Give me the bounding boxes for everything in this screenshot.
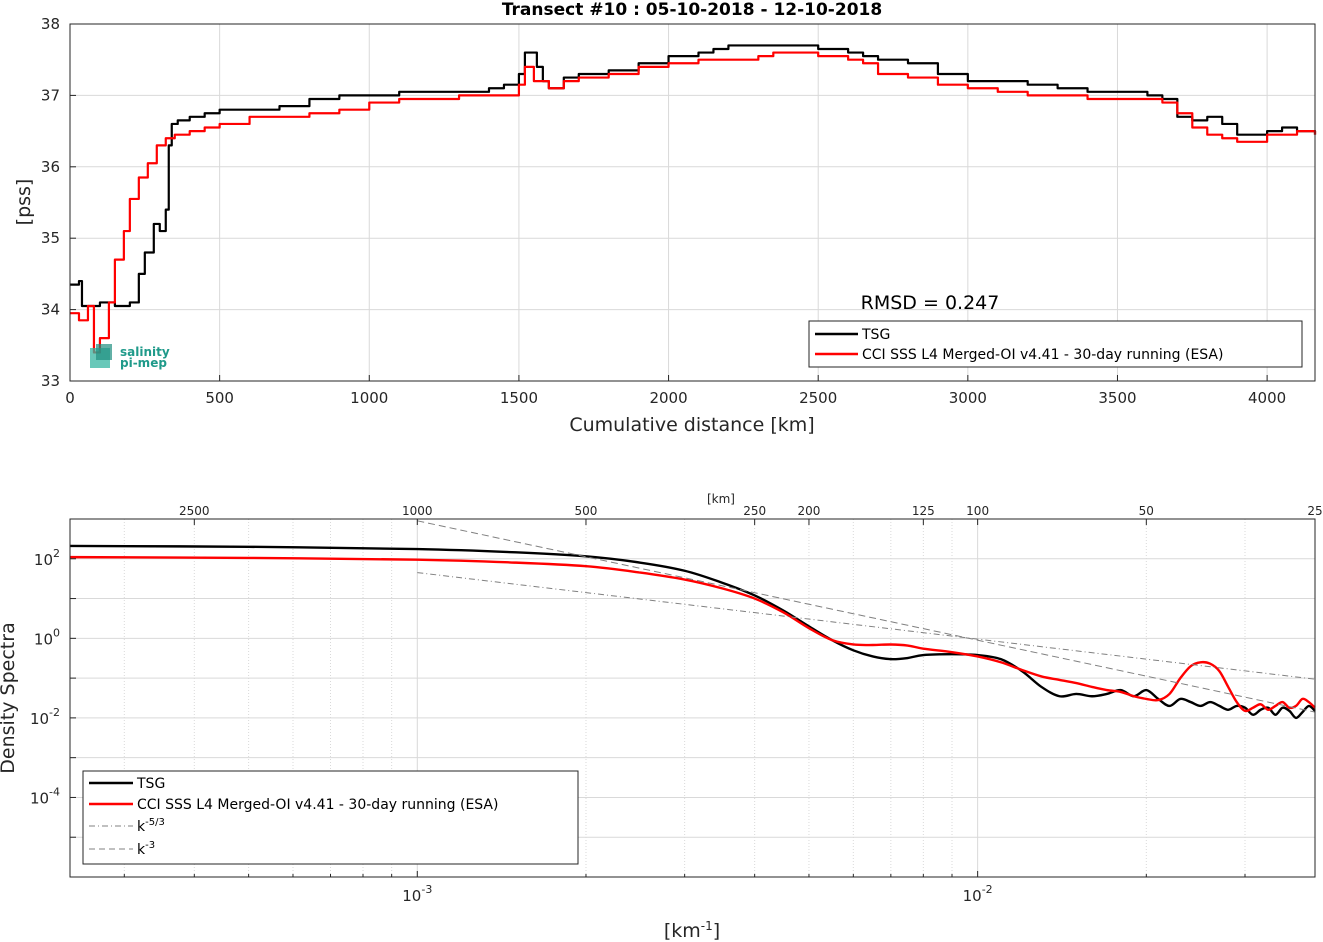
top-ticks: 0 500 1000 1500 2000 2500 3000 3500 4000 33 34 35 36… [41, 15, 1286, 407]
bottom-axes-box [69, 518, 1316, 878]
top-x-axis-label: Cumulative distance [km] [569, 414, 814, 436]
top-x-tick-label: 500 [205, 389, 234, 407]
salinity-transect-chart: Transect #10 : 05-10-2018 - 12-10-2018 0… [13, 0, 1317, 436]
bottom-series-group [69, 520, 1316, 720]
top-x-tick-label: 3000 [949, 389, 987, 407]
series-line-cci [70, 51, 1317, 354]
top-series-group [70, 44, 1317, 354]
spectrum-line-tsg [69, 544, 1316, 720]
bottom-x-tick-label: 10-2 [963, 883, 993, 905]
bottom-legend-box [82, 770, 579, 865]
legend-label-cci: CCI SSS L4 Merged-OI v4.41 - 30-day runn… [862, 347, 1223, 363]
bottom-y-axis-label: Density Spectra [0, 622, 19, 773]
top-y-axis-label: [pss] [13, 179, 35, 226]
top-km-tick-label: 2500 [179, 504, 210, 518]
top-km-tick-label: 100 [966, 504, 989, 518]
top-x-tick-label: 2500 [799, 389, 837, 407]
rmsd-annotation: RMSD = 0.247 [861, 292, 1000, 314]
top-km-tick-label: 50 [1139, 504, 1154, 518]
legend-label-k53: k-5/3 [137, 817, 165, 835]
top-x-tick-label: 2000 [649, 389, 687, 407]
logo-text-pimep: pi-mep [120, 356, 167, 370]
bottom-x-axis-label: [km-1] [664, 919, 720, 942]
top-km-tick-label: 200 [798, 504, 821, 518]
top-km-tick-label: 1000 [402, 504, 433, 518]
spectrum-line-cci [69, 555, 1316, 713]
bottom-y-tick-label: 10-2 [30, 706, 60, 728]
chart-title: Transect #10 : 05-10-2018 - 12-10-2018 [502, 0, 882, 20]
logo-text-salinity: salinity [120, 345, 170, 359]
bottom-y-tick-label: 100 [34, 626, 60, 648]
top-y-tick-label: 37 [41, 86, 60, 104]
bottom-x-tick-label: 10-3 [402, 883, 432, 905]
top-y-tick-label: 38 [41, 15, 60, 33]
bottom-ticks: 10-4 10-2 100 102 10-3 10-2 2500 1000 500 250 200 1… [30, 504, 1323, 905]
top-x-tick-label: 0 [65, 389, 75, 407]
top-km-tick-label: 25 [1307, 504, 1322, 518]
top-km-tick-label: 125 [912, 504, 935, 518]
logo-cube-inner [96, 344, 112, 360]
top-y-tick-label: 36 [41, 158, 60, 176]
top-legend: TSG CCI SSS L4 Merged-OI v4.41 - 30-day … [808, 320, 1303, 368]
reference-line-k53 [417, 572, 1316, 680]
legend-label-tsg-2: TSG [136, 776, 165, 792]
top-x-tick-label: 4000 [1248, 389, 1286, 407]
top-axes-box [69, 23, 1316, 382]
top-y-tick-label: 35 [41, 229, 60, 247]
top-x-tick-label: 3500 [1098, 389, 1136, 407]
top-km-tick-label: 500 [575, 504, 598, 518]
salinity-pi-mep-logo: salinity pi-mep [90, 344, 170, 370]
top-legend-box [808, 320, 1303, 368]
series-line-tsg [70, 44, 1317, 308]
legend-label-k3: k-3 [137, 840, 155, 858]
bottom-y-tick-label: 10-4 [30, 785, 60, 807]
top-y-tick-label: 33 [41, 372, 60, 390]
top-km-tick-label: 250 [743, 504, 766, 518]
reference-line-k3 [417, 520, 1316, 713]
top-y-tick-label: 34 [41, 301, 60, 319]
top-x-tick-label: 1000 [350, 389, 388, 407]
legend-label-tsg: TSG [861, 327, 890, 343]
bottom-y-tick-label: 102 [34, 547, 60, 569]
top-x-tick-label: 1500 [500, 389, 538, 407]
bottom-legend: TSG CCI SSS L4 Merged-OI v4.41 - 30-day … [82, 770, 579, 865]
top-axis-unit-label: [km] [707, 492, 735, 506]
legend-label-cci-2: CCI SSS L4 Merged-OI v4.41 - 30-day runn… [137, 797, 498, 813]
spectra-chart: 10-4 10-2 100 102 10-3 10-2 2500 1000 500 250 200 1… [0, 492, 1323, 942]
